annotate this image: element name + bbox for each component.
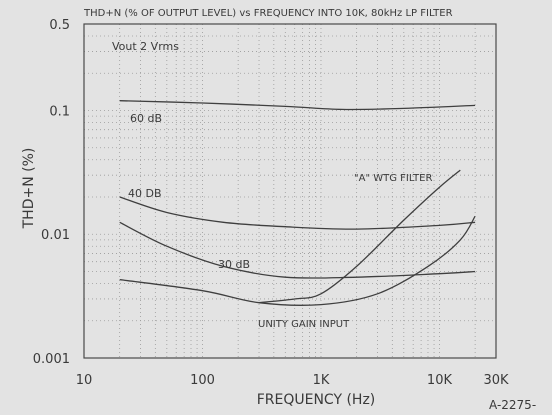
- x-tick-label: 100: [190, 373, 215, 388]
- tick-labels: 10 100 1K 10K 30K 0.5 0.1 0.01 0.001: [33, 18, 509, 388]
- label-30db: 30 dB: [218, 258, 250, 271]
- vout-annotation: Vout 2 Vrms: [112, 40, 179, 53]
- corner-code: A-2275-: [489, 398, 536, 410]
- x-tick-label: 10: [76, 373, 93, 388]
- label-60db: 60 dB: [130, 112, 162, 125]
- plot-frame: [83, 23, 497, 359]
- label-a-wtg-filter: "A" WTG FILTER: [354, 173, 432, 184]
- label-40db: 40 DB: [128, 187, 162, 200]
- y-tick-label: 0.5: [49, 18, 70, 33]
- x-tick-label: 1K: [313, 373, 330, 388]
- series-30db-line: [119, 221, 476, 279]
- y-tick-label: 0.1: [49, 104, 70, 119]
- series-40db-line: [119, 196, 476, 230]
- label-unity-gain-input: UNITY GAIN INPUT: [258, 319, 350, 330]
- x-tick-label: 30K: [483, 373, 509, 388]
- chart-xlabel: FREQUENCY (Hz): [257, 392, 376, 408]
- y-tick-label: 0.01: [41, 228, 70, 243]
- chart-ylabel: THD+N (%): [21, 148, 37, 230]
- series-unity-gain-input-line: [119, 215, 476, 306]
- series-60db-line: [119, 100, 476, 111]
- x-tick-label: 10K: [427, 373, 453, 388]
- y-tick-label: 0.001: [33, 352, 70, 367]
- series-a-wtg-filter-line: [258, 169, 461, 304]
- series-layer: [119, 100, 476, 306]
- chart-title: THD+N (% OF OUTPUT LEVEL) vs FREQUENCY I…: [83, 8, 453, 19]
